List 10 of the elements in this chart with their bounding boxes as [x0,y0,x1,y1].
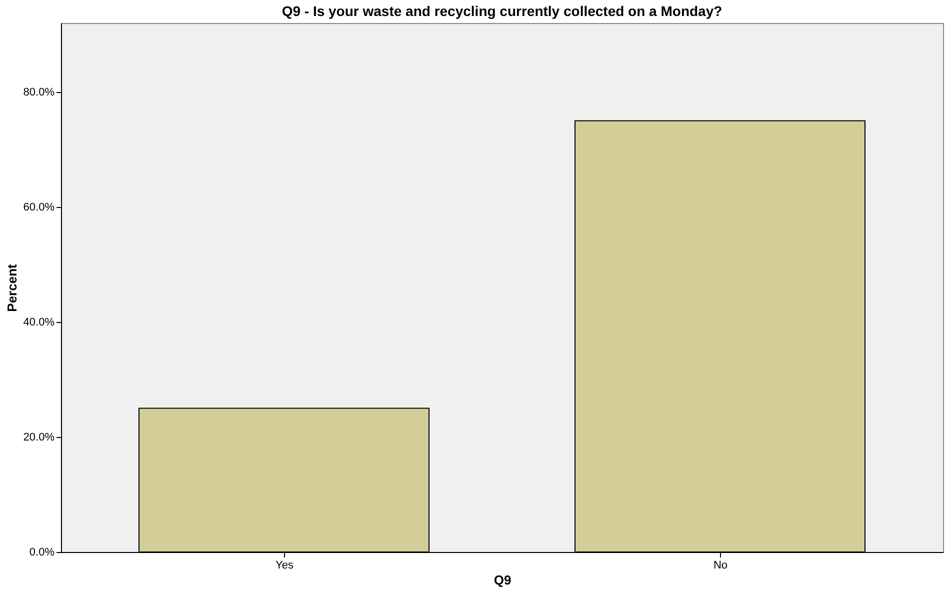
y-tick-label: 60.0% [23,202,55,214]
y-tick-label: 0.0% [29,546,55,558]
x-tick-label: Yes [276,560,294,572]
x-tick-label: No [713,560,728,572]
y-tick-label: 20.0% [23,432,55,444]
x-axis-title: Q9 [494,572,512,588]
y-tick-label: 80.0% [23,86,55,98]
chart-title: Q9 - Is your waste and recycling currently collected on a Monday? [282,3,722,19]
y-tick-label: 40.0% [23,316,55,328]
y-axis-title: Percent [4,263,20,312]
